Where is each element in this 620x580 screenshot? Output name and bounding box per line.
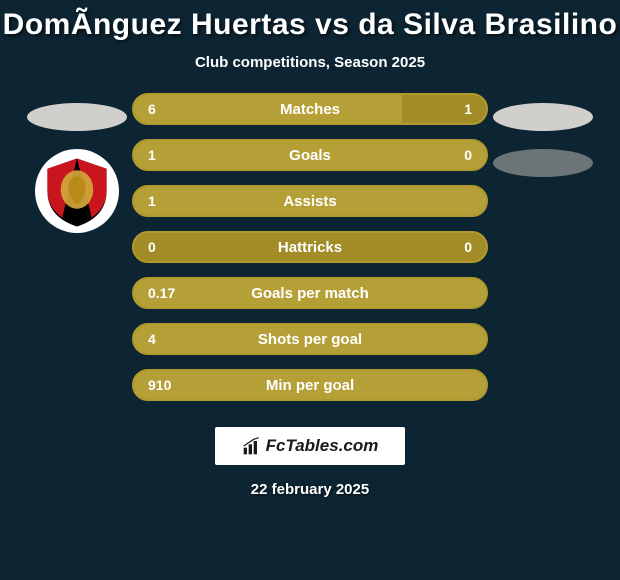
player-placeholder-ellipse [27, 103, 127, 131]
stat-left-value: 1 [148, 193, 156, 209]
stat-bar-hattricks: 0 Hattricks 0 [132, 231, 488, 263]
stat-left-value: 0 [148, 239, 156, 255]
shield-icon [40, 154, 114, 228]
stat-bar-goals-per-match: 0.17 Goals per match [132, 277, 488, 309]
stat-left-value: 0.17 [148, 285, 175, 301]
stat-bars: 6 Matches 1 1 Goals 0 1 Assists 0 Hattri… [132, 93, 488, 401]
stat-label: Hattricks [278, 239, 342, 256]
stat-right-value: 0 [464, 147, 472, 163]
player-placeholder-ellipse [493, 103, 593, 131]
date-label: 22 february 2025 [251, 481, 369, 498]
stat-bar-min-per-goal: 910 Min per goal [132, 369, 488, 401]
stat-bar-matches: 6 Matches 1 [132, 93, 488, 125]
left-player-col [22, 93, 132, 233]
stat-bar-fill [134, 95, 402, 123]
subtitle: Club competitions, Season 2025 [0, 54, 620, 71]
stat-label: Assists [283, 193, 336, 210]
chart-icon [242, 436, 262, 456]
stat-bar-assists: 1 Assists [132, 185, 488, 217]
stat-right-value: 1 [464, 101, 472, 117]
stat-left-value: 910 [148, 377, 171, 393]
stat-left-value: 1 [148, 147, 156, 163]
stat-bar-shots-per-goal: 4 Shots per goal [132, 323, 488, 355]
stat-label: Min per goal [266, 377, 354, 394]
fctables-link[interactable]: FcTables.com [215, 427, 405, 465]
stat-label: Matches [280, 101, 340, 118]
player-placeholder-ellipse [493, 149, 593, 177]
page-title: DomÃ­nguez Huertas vs da Silva Brasilino [0, 8, 620, 42]
stat-bar-goals: 1 Goals 0 [132, 139, 488, 171]
stat-left-value: 4 [148, 331, 156, 347]
stat-label: Shots per goal [258, 331, 362, 348]
stat-label: Goals [289, 147, 331, 164]
comparison-area: 6 Matches 1 1 Goals 0 1 Assists 0 Hattri… [0, 93, 620, 401]
stat-right-value: 0 [464, 239, 472, 255]
footer: FcTables.com 22 february 2025 [0, 427, 620, 498]
stat-label: Goals per match [251, 285, 369, 302]
right-player-col [488, 93, 598, 195]
club-badge [35, 149, 119, 233]
logo-text: FcTables.com [266, 436, 379, 456]
comparison-card: DomÃ­nguez Huertas vs da Silva Brasilino… [0, 0, 620, 580]
stat-left-value: 6 [148, 101, 156, 117]
